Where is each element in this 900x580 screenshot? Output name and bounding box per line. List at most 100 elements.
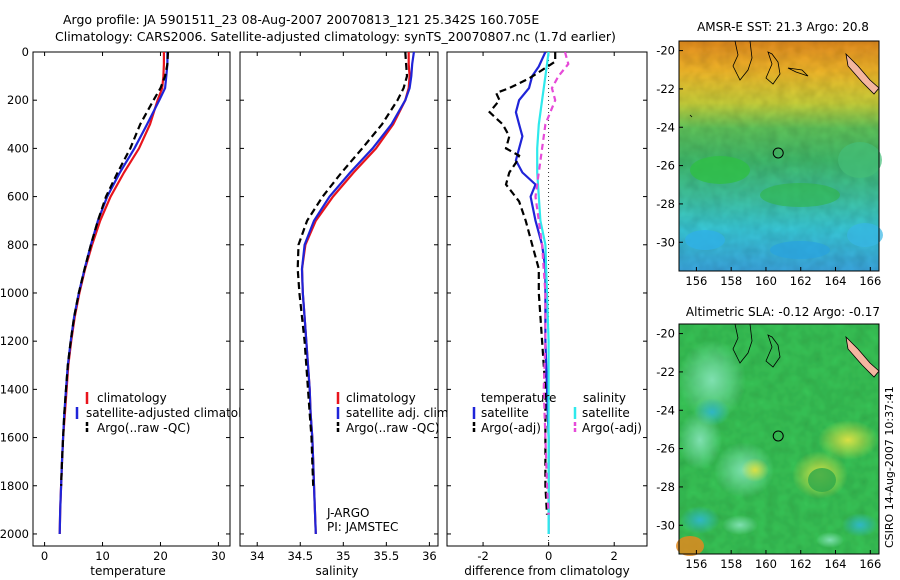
salinity-lines	[296, 52, 415, 535]
y-tick-label: -24	[656, 403, 675, 417]
temperature-lines	[58, 52, 170, 535]
x-tick-label: 0	[41, 549, 48, 563]
xlabel-difference: difference from climatology	[464, 564, 630, 578]
series-line-satellite-adj-clim	[300, 52, 415, 535]
x-tick-label: 156	[685, 557, 707, 571]
coastline	[689, 40, 880, 118]
difference-legend: temperature salinity satellite Argo(-adj…	[472, 391, 642, 435]
x-tick-label: 160	[755, 274, 777, 288]
y-tick-label: 1000	[0, 286, 29, 300]
legend-group-salinity: salinity	[583, 391, 626, 405]
x-tick-label: 10	[95, 549, 110, 563]
xlabel-salinity: salinity	[315, 564, 358, 578]
y-tick-label: -28	[656, 197, 675, 211]
y-tick-label: 800	[7, 238, 29, 252]
y-tick-label: -22	[656, 365, 675, 379]
y-tick-label: 600	[7, 190, 29, 204]
temperature-ticks: 0 10 20 30 0 200 400 600 800 1000 1200 1400 1600 1800…	[0, 45, 230, 563]
sla-map-panel: Altimetric SLA: -0.12 Argo: -0.17 156 158…	[656, 305, 881, 571]
x-tick-label: 162	[790, 274, 812, 288]
x-tick-label: 164	[825, 274, 847, 288]
sla-map-frame	[678, 323, 880, 555]
series-line-argo-raw-qc	[296, 52, 409, 486]
x-tick-label: 35.5	[374, 549, 400, 563]
y-tick-label: -20	[656, 327, 675, 341]
sla-map-ticks: 156 158 160 162 164 166 -20 -22 -24 -26 -28 -30	[656, 327, 881, 571]
x-tick-label: 30	[211, 549, 226, 563]
x-tick-label: -2	[477, 549, 488, 563]
x-tick-label: 158	[720, 557, 742, 571]
y-tick-label: 1800	[0, 479, 29, 493]
x-tick-label: 36	[422, 549, 437, 563]
x-tick-label: 2	[611, 549, 618, 563]
legend-label-climatology: climatology	[346, 391, 416, 405]
y-tick-label: 0	[22, 45, 29, 59]
y-tick-label: -24	[656, 120, 675, 134]
legend-label-temp-argo: Argo(-adj)	[481, 421, 541, 435]
x-tick-label: 156	[685, 274, 707, 288]
y-tick-label: -30	[656, 235, 675, 249]
y-tick-label: -26	[656, 442, 675, 456]
legend-label-satellite-adjusted: satellite-adjusted climatology	[86, 406, 264, 420]
series-line-temperature-satellite	[514, 52, 550, 534]
annotation-pi-jamstec: PI: JAMSTEC	[327, 520, 398, 534]
legend-label-temp-satellite: satellite	[481, 406, 529, 420]
y-tick-label: -26	[656, 159, 675, 173]
figure-title-line1: Argo profile: JA 5901511_23 08-Aug-2007 …	[63, 12, 540, 27]
x-tick-label: 166	[859, 557, 881, 571]
sst-map-panel: AMSR-E SST: 21.3 Argo: 20.8 156 158 160 162…	[656, 20, 883, 288]
sst-map-title: AMSR-E SST: 21.3 Argo: 20.8	[697, 20, 869, 34]
x-tick-label: 160	[755, 557, 777, 571]
temperature-axes-frame	[32, 51, 231, 547]
salinity-axes-frame	[239, 51, 439, 547]
argo-position-marker	[772, 147, 784, 159]
legend-label-sal-argo: Argo(-adj)	[582, 421, 642, 435]
x-tick-label: 158	[720, 274, 742, 288]
x-tick-label: 0	[545, 549, 552, 563]
y-tick-label: 200	[7, 93, 29, 107]
coastline	[732, 323, 880, 378]
sst-map-ticks: 156 158 160 162 164 166 -20 -22 -24 -26 -28 -30	[656, 44, 881, 288]
y-tick-label: 400	[7, 141, 29, 155]
difference-panel: -2 0 2 temperature salinity satellite Argo…	[446, 51, 648, 578]
figure-title-line2: Climatology: CARS2006. Satellite-adjuste…	[55, 29, 616, 44]
legend-label-climatology: climatology	[97, 391, 167, 405]
x-tick-label: 164	[825, 557, 847, 571]
temperature-panel: 0 10 20 30 0 200 400 600 800 1000 1200 1400 1600 1800…	[0, 45, 264, 578]
y-tick-label: 2000	[0, 527, 29, 541]
y-tick-label: 1600	[0, 431, 29, 445]
legend-label-argo: Argo(..raw -QC)	[97, 421, 190, 435]
series-line-salinity-argo-adj	[534, 52, 570, 515]
x-tick-label: 34	[250, 549, 265, 563]
series-line-salinity-satellite	[536, 52, 550, 534]
xlabel-temperature: temperature	[90, 564, 165, 578]
x-tick-label: 35	[336, 549, 351, 563]
argo-position-marker	[772, 430, 784, 442]
legend-label-argo: Argo(..raw -QC)	[346, 421, 439, 435]
x-tick-label: 20	[153, 549, 168, 563]
legend-group-temperature: temperature	[481, 391, 556, 405]
y-tick-label: -28	[656, 480, 675, 494]
difference-lines	[488, 52, 570, 546]
x-tick-label: 34.5	[287, 549, 313, 563]
sla-map-raster	[676, 324, 879, 556]
y-tick-label: -22	[656, 82, 675, 96]
legend-label-satellite-adj: satellite adj. clim.	[346, 406, 452, 420]
temperature-legend: climatology satellite-adjusted climatolo…	[75, 391, 264, 435]
legend-label-sal-satellite: satellite	[582, 406, 630, 420]
sst-map-frame	[678, 40, 880, 272]
x-tick-label: 166	[859, 274, 881, 288]
series-line-temperature-argo-adj	[488, 52, 557, 515]
salinity-ticks: 34 34.5 35 35.5 36	[240, 51, 438, 563]
y-tick-label: 1200	[0, 334, 29, 348]
salinity-legend: climatology satellite adj. clim. Argo(..…	[326, 391, 452, 534]
salinity-panel: 34 34.5 35 35.5 36 climatology satellite adj…	[239, 51, 452, 578]
sla-map-title: Altimetric SLA: -0.12 Argo: -0.17	[686, 305, 880, 319]
x-tick-label: 162	[790, 557, 812, 571]
annotation-j-argo: J-ARGO	[326, 506, 369, 520]
sst-map-raster	[679, 41, 883, 271]
y-tick-label: 1400	[0, 382, 29, 396]
y-tick-label: -20	[656, 44, 675, 58]
series-line-argo-raw-qc	[60, 52, 170, 486]
